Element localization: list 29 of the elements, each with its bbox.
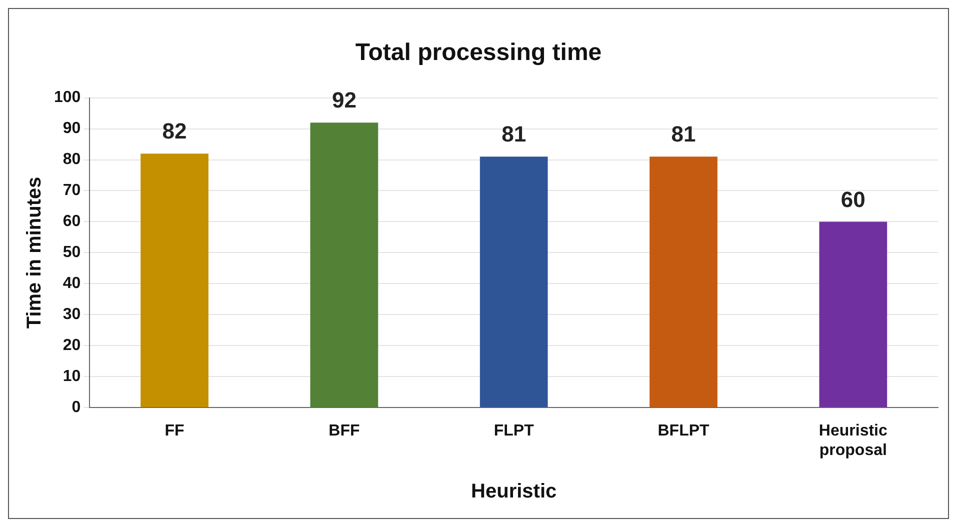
y-tick-label: 90 [62, 120, 81, 138]
data-label: 81 [502, 122, 526, 147]
x-tick-label: FF [164, 422, 185, 440]
data-label: 92 [332, 88, 356, 113]
data-label: 60 [840, 186, 866, 212]
bar [819, 222, 888, 408]
x-tick-label: BFLPT [658, 422, 710, 440]
bar [650, 156, 718, 408]
x-tick-label: BFF [328, 422, 360, 440]
y-tick-label: 10 [62, 368, 81, 386]
y-tick-label: 20 [62, 337, 81, 354]
bar [140, 154, 208, 408]
data-label: 82 [162, 118, 187, 144]
y-tick-label: 50 [62, 244, 81, 262]
x-axis-title: Heuristic [471, 480, 557, 503]
y-tick-label: 0 [72, 399, 81, 416]
y-tick-label: 30 [62, 306, 81, 324]
y-axis-title: Time in minutes [24, 176, 46, 329]
chart-title: Total processing time [355, 39, 602, 66]
y-tick-label: 80 [62, 151, 81, 168]
x-tick-label: FLPT [494, 422, 534, 440]
y-tick-label: 40 [62, 275, 81, 292]
y-tick-label: 60 [62, 213, 81, 230]
y-tick-label: 70 [62, 182, 81, 200]
x-tick-label: Heuristic proposal [818, 422, 888, 459]
data-label: 81 [671, 122, 696, 147]
bar [480, 156, 548, 408]
y-tick-label: 100 [54, 89, 81, 106]
bar [310, 122, 378, 408]
